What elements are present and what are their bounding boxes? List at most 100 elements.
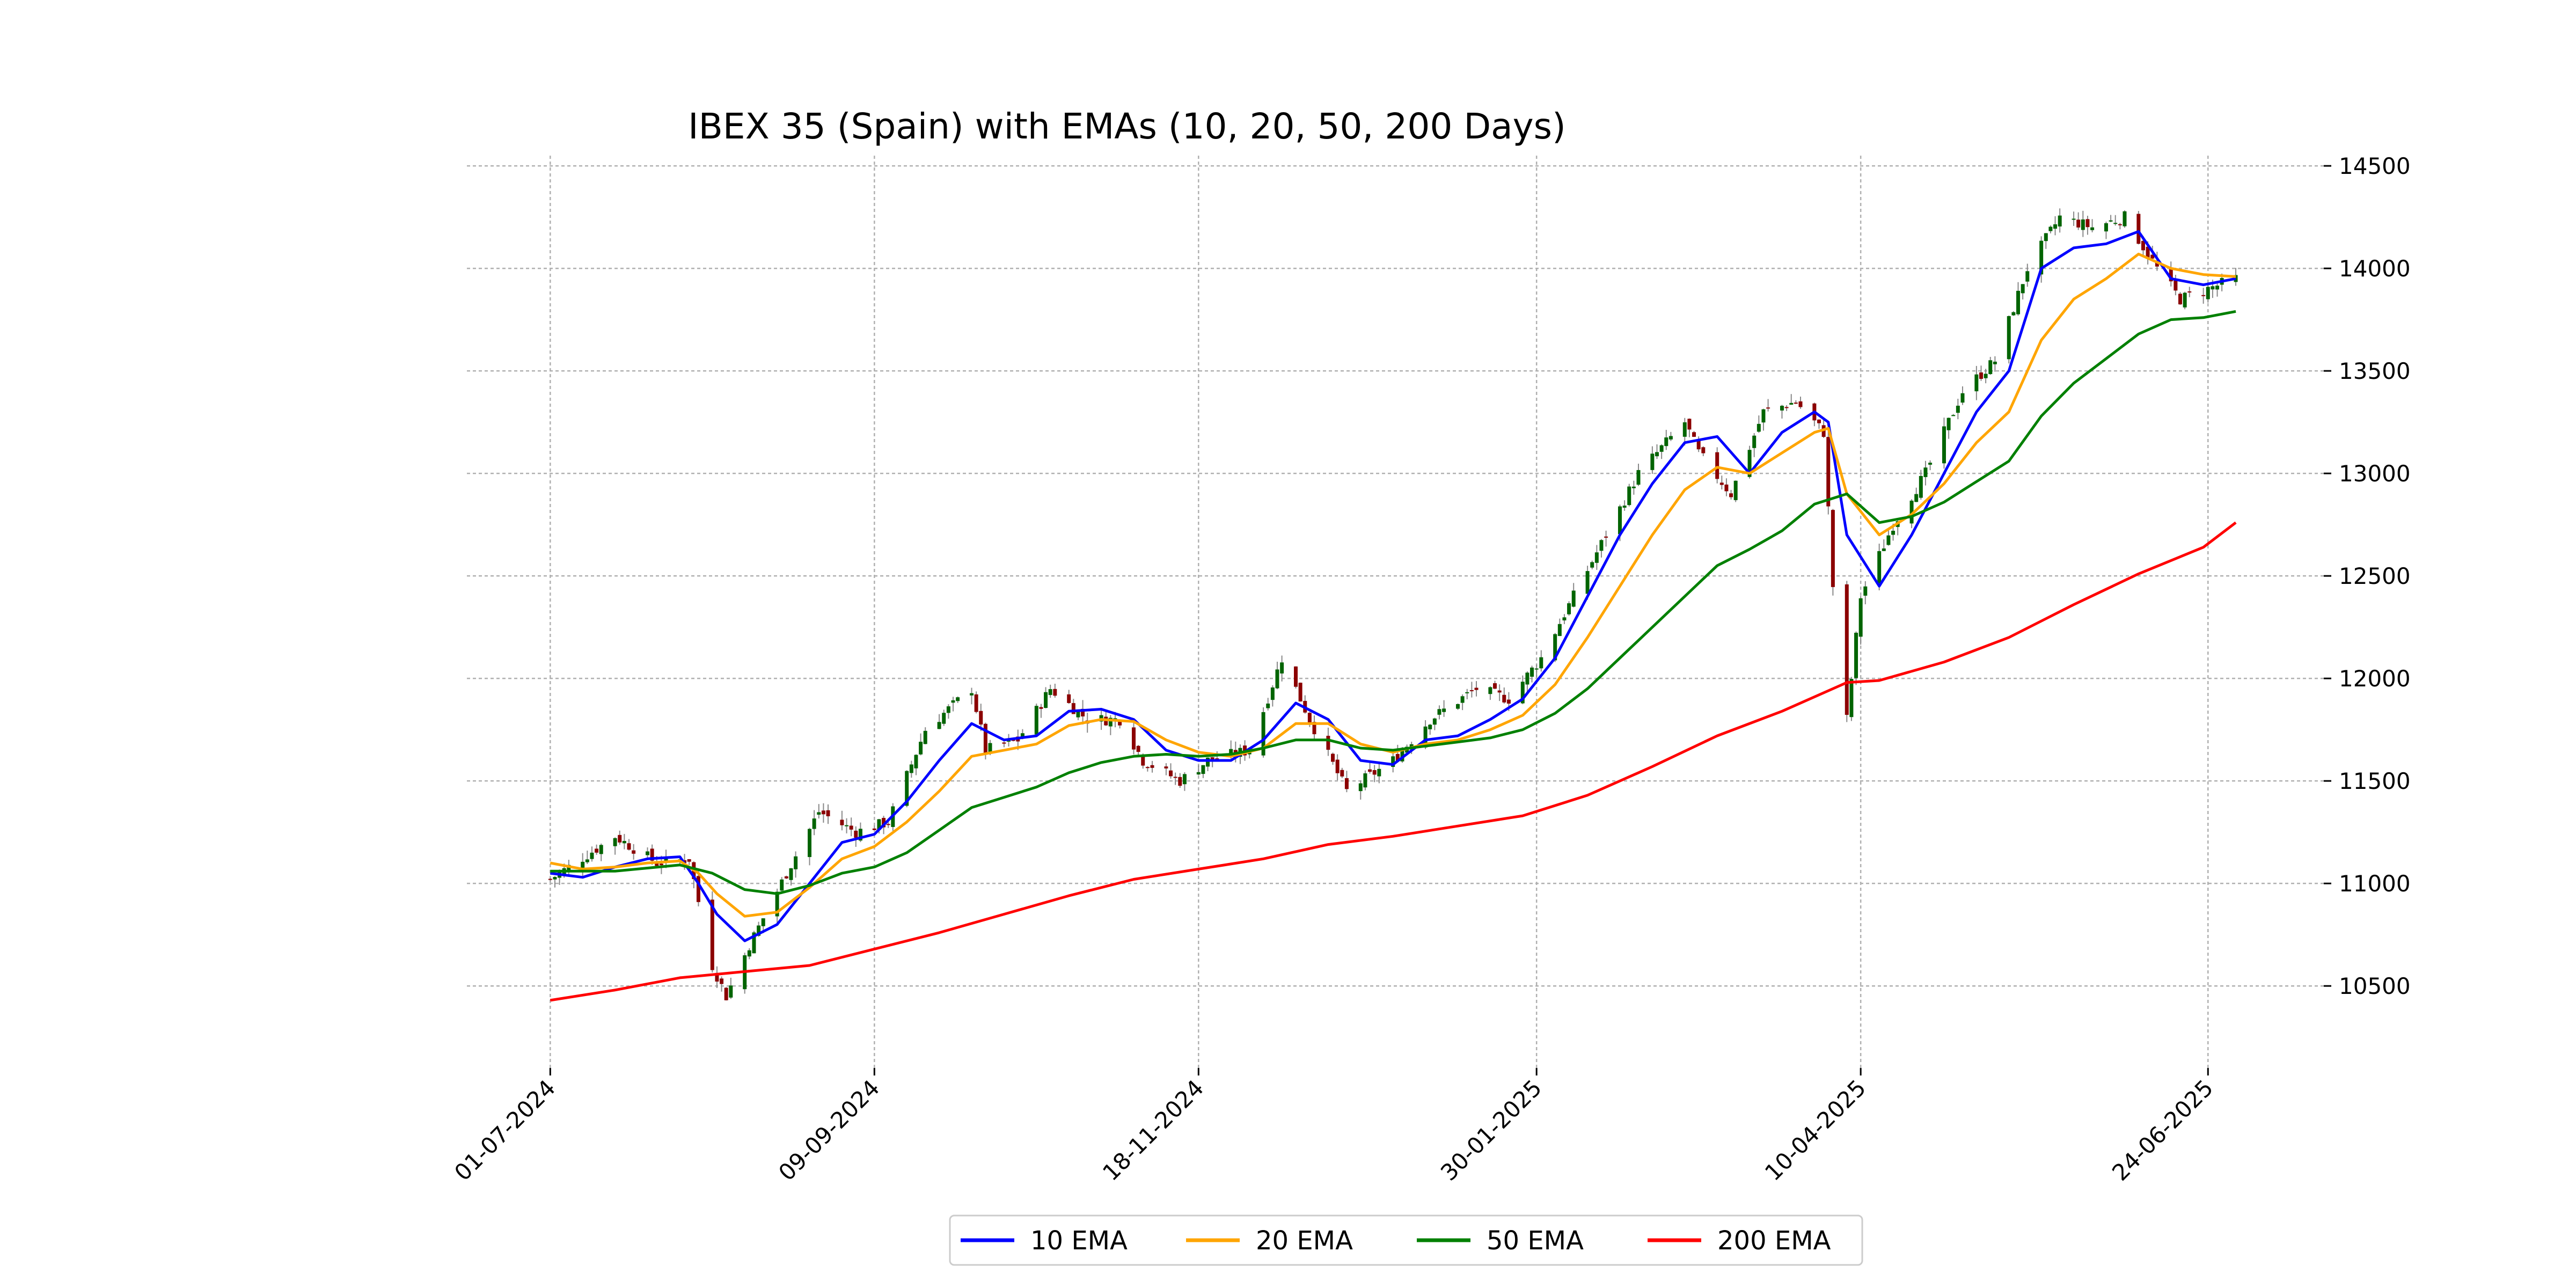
candle-body [1307, 713, 1312, 723]
candle-body [567, 865, 571, 871]
candle-body [1145, 767, 1150, 769]
candle-body [1849, 679, 1854, 718]
candle-body [2206, 287, 2210, 299]
ema-lines [550, 230, 2237, 1002]
candle-body [595, 848, 599, 853]
candle-body [1594, 552, 1599, 563]
candle-body [919, 742, 923, 755]
candle-body [655, 862, 659, 866]
candle-body [2072, 218, 2076, 220]
candle-body [1196, 772, 1201, 775]
candle-body [2118, 224, 2122, 225]
candle-body [951, 700, 955, 703]
candle-body [2090, 227, 2095, 230]
candle-body [1071, 703, 1075, 714]
candle-body [1488, 687, 1492, 694]
candle-body [1696, 441, 1701, 450]
candle-body [1877, 551, 1882, 583]
candle-body [1474, 687, 1479, 690]
candle-body [720, 978, 724, 984]
ema-series-line [550, 230, 2236, 942]
candle-body [1729, 493, 1733, 497]
candle-body [1993, 361, 1997, 364]
candle-body [2211, 286, 2215, 290]
y-axis: 10500 11000 11500 12000 12500 13000 13500 14000… [2324, 153, 2411, 999]
candle-body [1141, 755, 1145, 766]
candle-body [1882, 548, 1886, 551]
candle-body [2150, 254, 2155, 259]
y-tick-label: 12000 [2339, 665, 2411, 692]
candle-body [826, 810, 830, 816]
candle-body [1863, 586, 1868, 596]
candle-body [1984, 374, 1988, 378]
candle-body [1627, 486, 1631, 506]
candle-body [2174, 279, 2178, 291]
y-tick-label: 13500 [2339, 358, 2411, 384]
candle-body [2234, 275, 2238, 282]
candle-body [1266, 704, 1270, 708]
candle-body [1455, 704, 1460, 709]
candle-body [1650, 453, 1655, 470]
candle-body [1747, 450, 1752, 477]
candle-body [1909, 500, 1914, 524]
candle-body [1891, 530, 1896, 535]
legend-label: 50 EMA [1487, 1226, 1584, 1256]
candle-body [1247, 752, 1252, 755]
candle-body [937, 722, 941, 729]
candle-body [1659, 445, 1664, 452]
candle-body [849, 825, 853, 830]
candle-body [1942, 426, 1946, 464]
candle-body [2085, 219, 2090, 228]
candle-body [1428, 724, 1432, 729]
candle-body [780, 879, 784, 891]
candle-body [1326, 736, 1330, 750]
candle-body [1469, 690, 1474, 691]
candle-body [882, 818, 886, 828]
candle-body [1622, 506, 1627, 508]
candle-body [1715, 452, 1719, 479]
candle-body [1530, 667, 1534, 677]
candle-body [627, 843, 631, 850]
candle-body [715, 972, 719, 982]
candle-body [1164, 766, 1168, 769]
candle-body [1979, 372, 1983, 379]
candle-body [1002, 742, 1006, 744]
candle-body [1423, 726, 1428, 748]
candle-body [1655, 452, 1659, 457]
candle-body [1682, 422, 1687, 437]
candle-body [1108, 718, 1113, 727]
candle-body [821, 810, 825, 815]
legend-label: 10 EMA [1030, 1226, 1128, 1256]
candle-body [956, 697, 960, 701]
candle-body [2104, 223, 2108, 232]
candle-body [1298, 683, 1302, 702]
candle-body [1845, 584, 1849, 715]
candle-body [2011, 312, 2016, 316]
candle-body [752, 932, 756, 954]
legend-label: 200 EMA [1717, 1226, 1831, 1256]
candle-body [1182, 774, 1187, 785]
candle-body [1951, 415, 1956, 416]
candle-body [1858, 598, 1863, 637]
candle-body [1520, 682, 1525, 704]
candle-body [1506, 699, 1511, 704]
y-tick-label: 11000 [2339, 870, 2411, 897]
candle-body [1067, 694, 1071, 703]
candle-body [729, 985, 733, 998]
candle-body [1599, 540, 1604, 551]
candle-body [2113, 223, 2118, 224]
candle-body [1719, 482, 1724, 485]
candle-body [2076, 219, 2081, 228]
candle-body [1391, 756, 1395, 767]
candle-body [1946, 418, 1951, 430]
candle-body [1363, 773, 1367, 788]
candle-body [2081, 219, 2085, 230]
y-tick-label: 13000 [2339, 460, 2411, 487]
candle-body [1631, 486, 1636, 488]
candle-body [1053, 689, 1057, 696]
candle-body [2123, 211, 2127, 226]
candle-body [618, 835, 622, 843]
candle-body [710, 899, 714, 970]
candle-body [1118, 720, 1122, 726]
candle-body [1553, 634, 1557, 661]
